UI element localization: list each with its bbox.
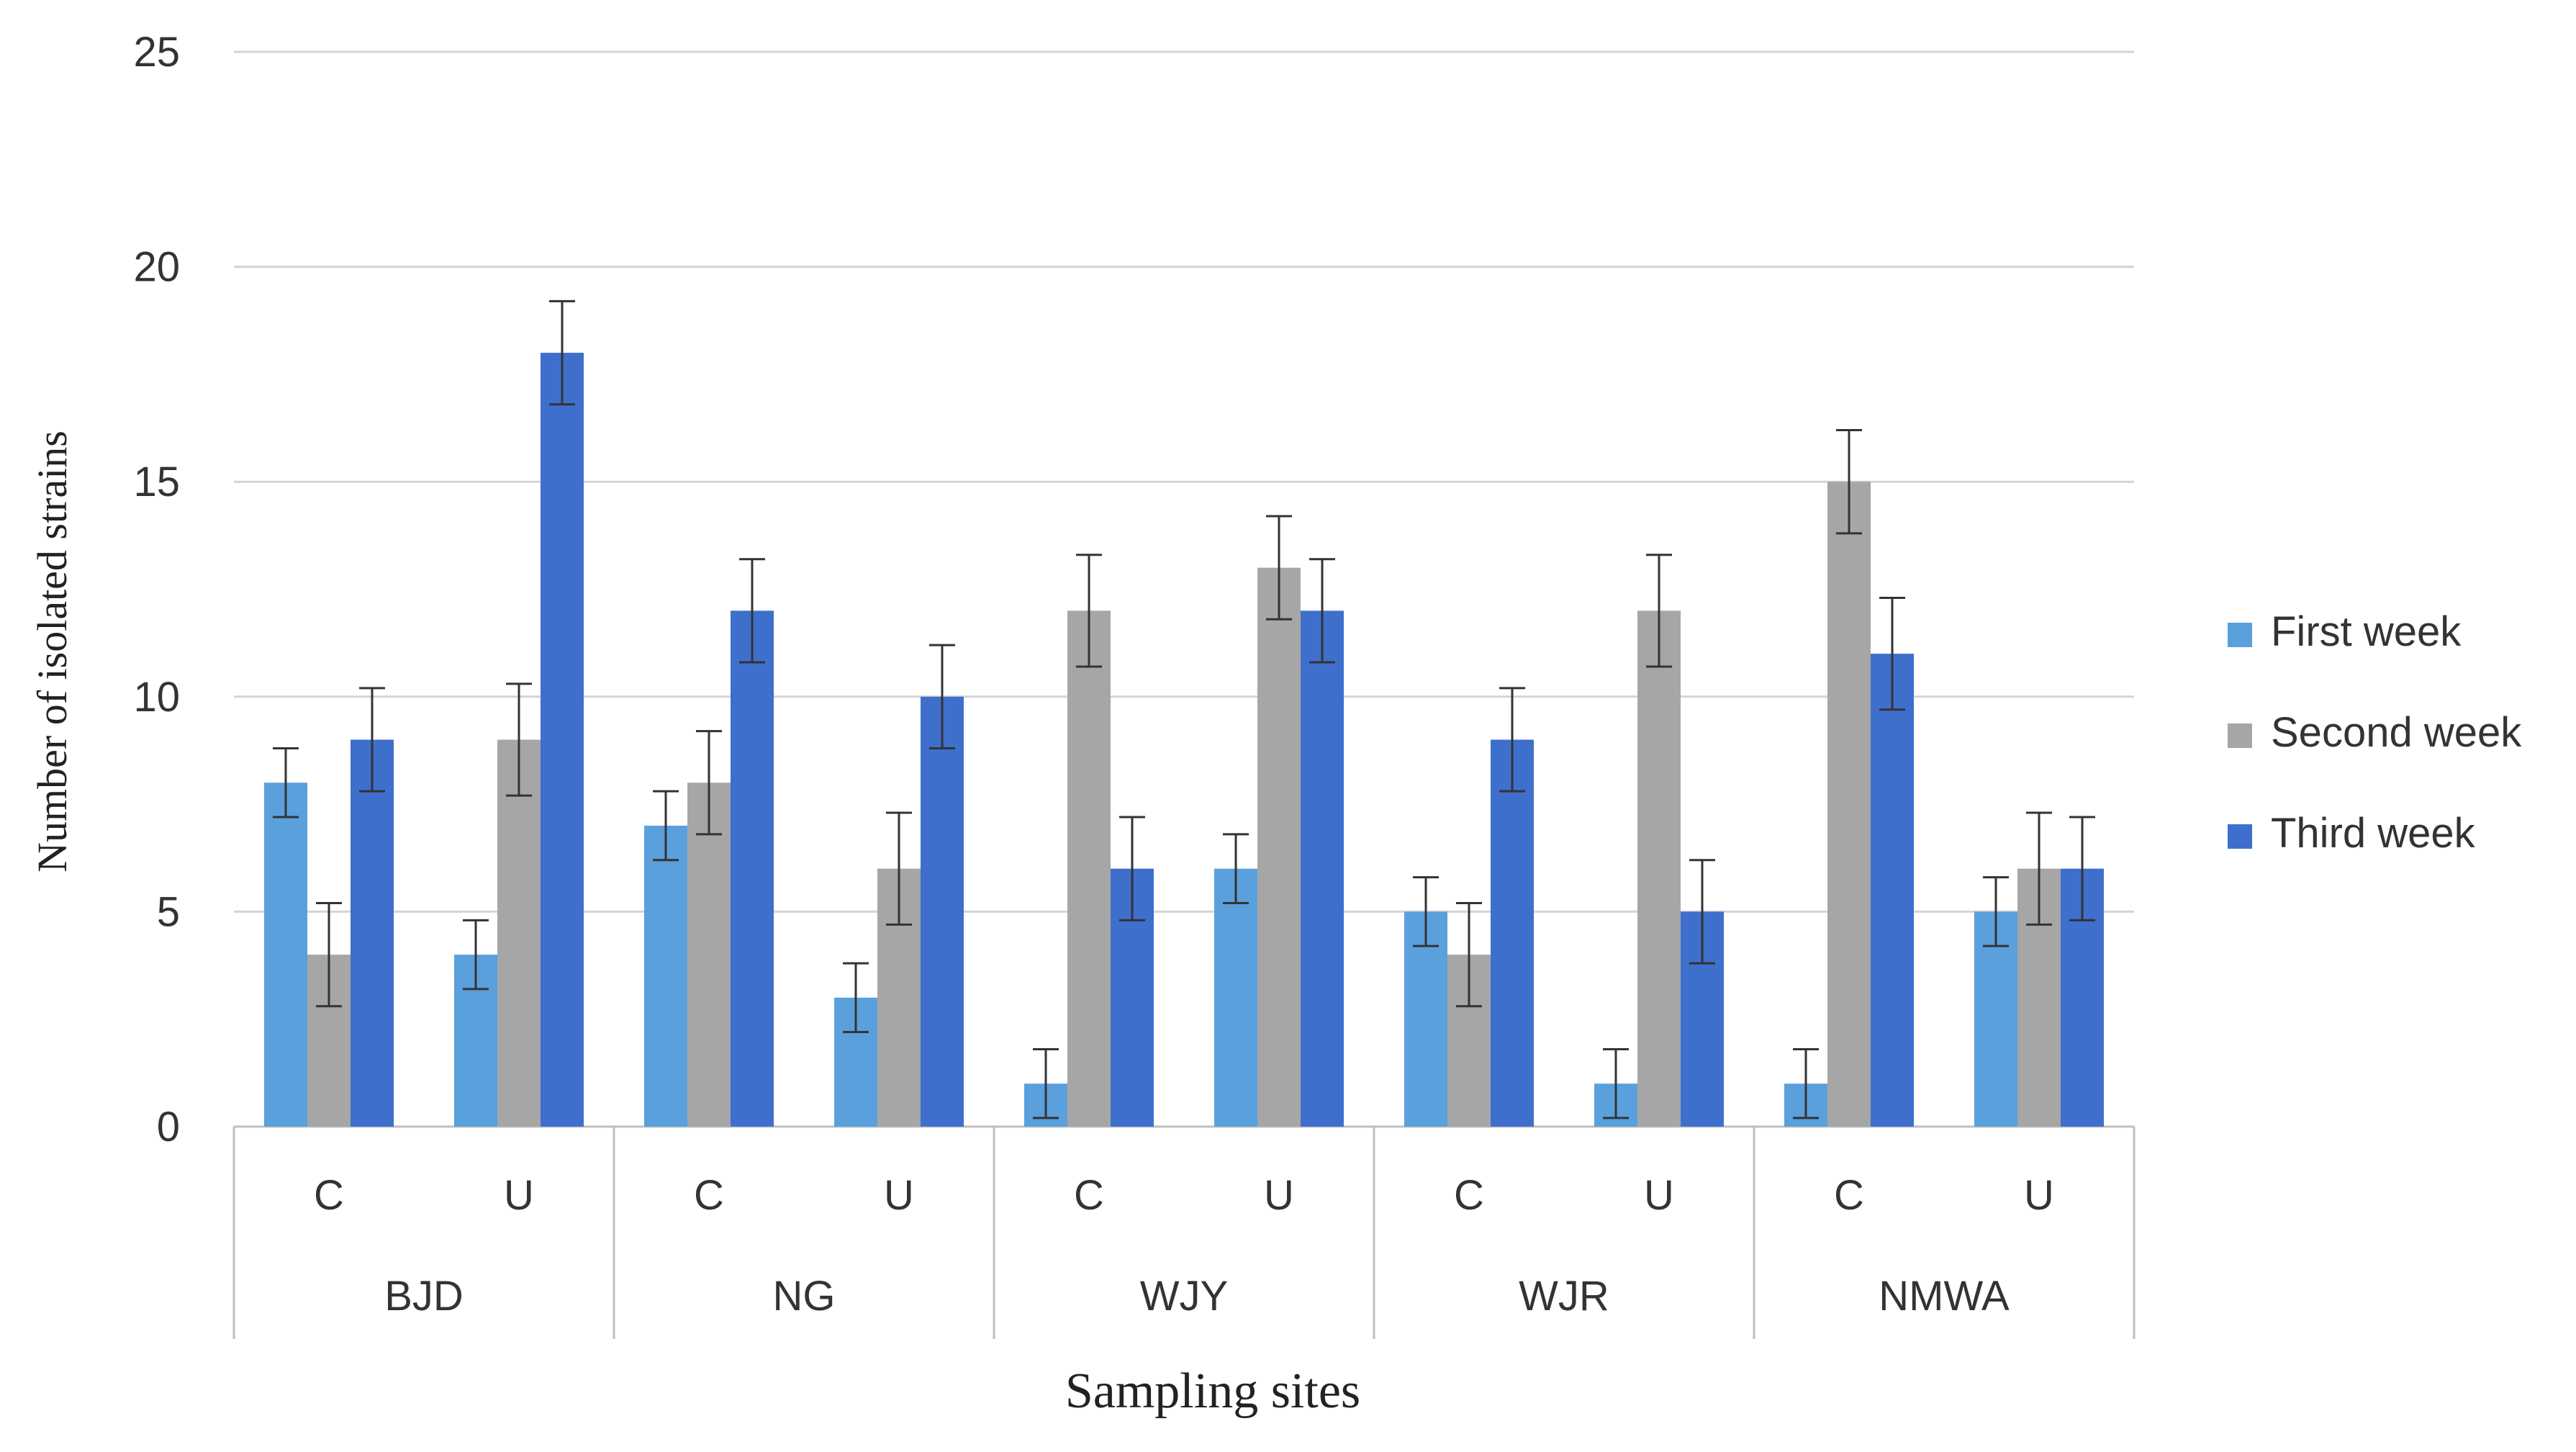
error-bar-WJR-C-second-week — [1456, 901, 1482, 1008]
error-bar-BJD-C-third-week — [359, 687, 385, 793]
legend-swatch — [2228, 824, 2252, 849]
error-bar-WJY-U-first-week — [1223, 833, 1249, 904]
error-bar-WJY-U-third-week — [1309, 558, 1335, 664]
legend-label: Second week — [2271, 709, 2522, 756]
bar-NMWA-C-second-week — [1827, 482, 1871, 1127]
error-bar-NG-C-first-week — [653, 790, 679, 862]
error-bar-WJY-U-second-week — [1266, 515, 1292, 621]
bar-WJY-U-first-week — [1214, 868, 1257, 1127]
error-bar-NG-U-second-week — [886, 811, 912, 926]
bar-WJR-C-first-week — [1404, 911, 1447, 1127]
error-bar-WJR-U-third-week — [1689, 859, 1715, 965]
x-group-label-NMWA: NMWA — [1879, 1273, 2010, 1320]
bar-BJD-U-third-week — [541, 353, 584, 1127]
x-group-label-NG: NG — [773, 1273, 836, 1320]
y-axis-label: Number of isolated strains — [29, 430, 76, 872]
error-bar-BJD-U-first-week — [463, 919, 489, 991]
legend-item-second-week: Second week — [2228, 709, 2522, 756]
error-bar-NG-U-third-week — [929, 644, 955, 749]
error-bar-NG-C-third-week — [739, 558, 765, 664]
bar-WJY-U-second-week — [1257, 567, 1301, 1127]
x-subcategory-label-BJD-U: U — [504, 1172, 534, 1219]
error-bar-WJR-C-first-week — [1413, 876, 1439, 947]
legend-item-third-week: Third week — [2228, 810, 2476, 857]
x-group-label-WJY: WJY — [1140, 1273, 1228, 1320]
x-subcategory-label-WJY-C: C — [1074, 1172, 1104, 1219]
error-bar-NMWA-C-second-week — [1836, 429, 1862, 535]
x-subcategory-label-NG-U: U — [884, 1172, 914, 1219]
bar-NG-C-third-week — [731, 610, 774, 1127]
bar-BJD-C-third-week — [351, 739, 394, 1127]
error-bar-BJD-C-first-week — [273, 747, 299, 819]
axis-labels: Number of isolated strains Sampling site… — [29, 430, 1360, 1419]
bar-NMWA-U-first-week — [1974, 911, 2017, 1127]
legend-item-first-week: First week — [2228, 608, 2462, 655]
legend-label: Third week — [2271, 810, 2476, 857]
error-bar-NG-C-second-week — [696, 730, 722, 836]
x-group-label-WJR: WJR — [1519, 1273, 1609, 1320]
x-subcategory-label-WJR-U: U — [1644, 1172, 1674, 1219]
x-group-label-BJD: BJD — [384, 1273, 464, 1320]
legend-swatch — [2228, 623, 2252, 647]
bar-BJD-U-second-week — [497, 739, 541, 1127]
y-tick-label-10: 10 — [133, 674, 180, 721]
y-tick-label-25: 25 — [133, 29, 180, 76]
error-bars — [273, 299, 2095, 1119]
x-subcategory-label-NG-C: C — [694, 1172, 724, 1219]
y-tick-label-20: 20 — [133, 244, 180, 291]
legend-label: First week — [2271, 608, 2462, 655]
error-bar-BJD-U-second-week — [506, 682, 532, 797]
bars — [264, 353, 2104, 1127]
error-bar-NMWA-U-second-week — [2026, 811, 2052, 926]
x-axis-label: Sampling sites — [1065, 1363, 1360, 1419]
error-bar-WJR-U-first-week — [1603, 1048, 1629, 1119]
error-bar-NMWA-U-third-week — [2069, 816, 2095, 921]
bar-WJY-U-third-week — [1301, 610, 1344, 1127]
error-bar-NMWA-C-third-week — [1879, 596, 1905, 711]
bar-NG-C-second-week — [687, 783, 731, 1127]
legend-swatch — [2228, 723, 2252, 748]
bar-WJR-C-third-week — [1491, 739, 1534, 1127]
error-bar-NMWA-U-first-week — [1983, 876, 2009, 947]
error-bar-NG-U-first-week — [843, 962, 869, 1034]
bar-WJY-C-second-week — [1067, 610, 1111, 1127]
error-bar-WJR-U-second-week — [1646, 554, 1672, 668]
legend: First week Second week Third week — [2228, 608, 2522, 857]
error-bar-WJY-C-first-week — [1033, 1048, 1059, 1119]
error-bar-WJY-C-second-week — [1076, 554, 1102, 668]
x-subcategory-label-WJY-U: U — [1264, 1172, 1294, 1219]
y-tick-label-0: 0 — [157, 1104, 180, 1150]
error-bar-NMWA-C-first-week — [1793, 1048, 1819, 1119]
x-subcategory-label-NMWA-C: C — [1834, 1172, 1864, 1219]
x-subcategory-label-BJD-C: C — [314, 1172, 344, 1219]
error-bar-WJY-C-third-week — [1119, 816, 1145, 921]
x-subcategory-label-NMWA-U: U — [2024, 1172, 2054, 1219]
y-tick-label-15: 15 — [133, 459, 180, 505]
bar-NG-U-third-week — [921, 696, 964, 1127]
bar-NG-C-first-week — [644, 825, 687, 1127]
error-bar-BJD-C-second-week — [316, 901, 342, 1008]
y-tick-label-5: 5 — [157, 888, 180, 935]
error-bar-BJD-U-third-week — [549, 299, 575, 406]
x-subcategory-label-WJR-C: C — [1454, 1172, 1484, 1219]
bar-BJD-C-first-week — [264, 783, 307, 1127]
error-bar-WJR-C-third-week — [1499, 687, 1525, 793]
bar-NMWA-C-third-week — [1871, 654, 1914, 1127]
bar-WJR-U-second-week — [1637, 610, 1681, 1127]
